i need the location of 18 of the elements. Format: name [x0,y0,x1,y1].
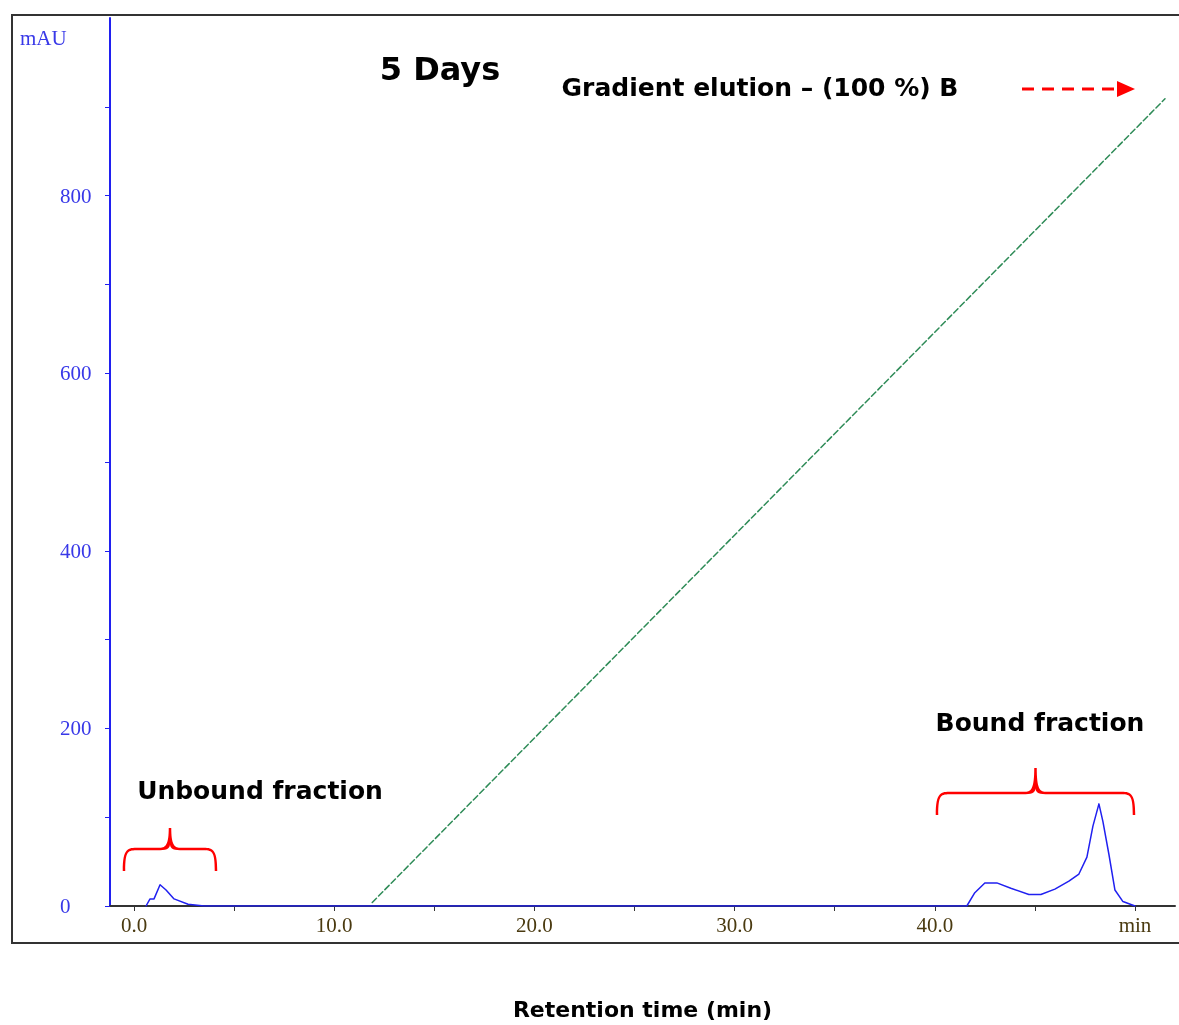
x-tick-label: 40.0 [916,912,954,937]
annotation: Bound fraction [935,707,1145,737]
annotation: Gradient elution – (100 %) B [561,72,959,102]
y-tick-label: 400 [60,538,92,563]
annotation: Unbound fraction [137,775,383,805]
x-tick-label: 30.0 [716,912,753,937]
y-tick-label: 600 [60,361,92,386]
x-tick-label: 0.0 [120,912,148,937]
y-axis-title: mAU [20,25,67,50]
line-series [145,803,1136,907]
y-tick-label: 800 [60,183,92,208]
x-tick-label: 10.0 [315,912,353,937]
y-tick-label: 0 [60,894,71,918]
text: 5 Days [379,50,501,88]
x-tick-label: min [1118,912,1152,937]
x-axis-title: Retention time (min) [512,996,773,1022]
x-tick-label: 20.0 [516,912,553,937]
y-tick-label: 200 [60,716,92,741]
